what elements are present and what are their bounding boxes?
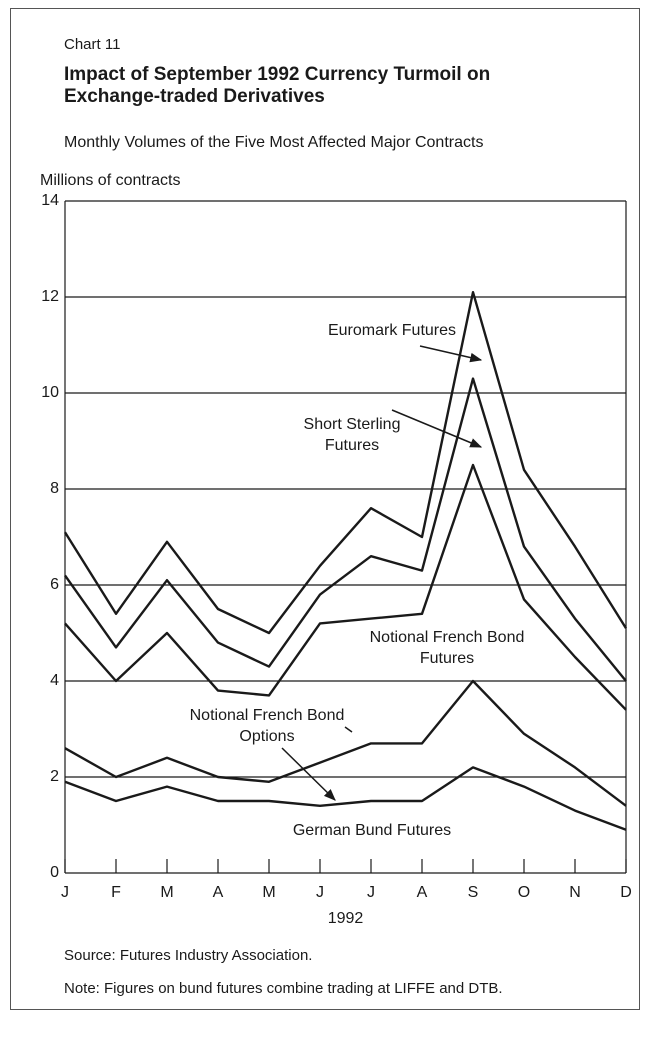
arrow	[344, 726, 353, 733]
series-line	[64, 679, 627, 807]
x-tick-label: N	[569, 884, 581, 901]
series-line	[63, 291, 628, 635]
y-axis-label: Millions of contracts	[40, 172, 181, 189]
y-tick-label: 2	[50, 768, 59, 785]
x-tick-label: M	[160, 884, 173, 901]
y-tick-label: 0	[50, 864, 59, 881]
series-label: Notional French Bond Options	[189, 707, 345, 745]
subtitle: Monthly Volumes of the Five Most Affecte…	[64, 134, 484, 151]
x-tick-label: A	[417, 884, 428, 901]
x-tick-label: S	[468, 884, 479, 901]
x-tick-label: F	[111, 884, 121, 901]
series-label: Euromark Futures	[327, 322, 457, 339]
source: Source: Futures Industry Association.	[64, 947, 313, 964]
x-tick-label: J	[316, 884, 324, 901]
y-tick-label: 10	[41, 384, 59, 401]
x-tick-label: A	[213, 884, 224, 901]
y-tick-label: 6	[50, 576, 59, 593]
note: Note: Figures on bund futures combine tr…	[64, 980, 503, 997]
series-label: German Bund Futures	[292, 822, 452, 839]
x-tick-label: J	[61, 884, 69, 901]
x-axis-label: 1992	[328, 910, 364, 927]
y-tick-label: 8	[50, 480, 59, 497]
chart-title: Impact of September 1992 Currency Turmoi…	[64, 64, 491, 107]
x-tick-label: O	[518, 884, 530, 901]
series-line	[64, 377, 627, 682]
series-label: Short Sterling Futures	[303, 416, 401, 454]
arrow	[391, 409, 483, 448]
frame	[10, 8, 640, 1010]
y-tick-label: 12	[41, 288, 59, 305]
y-tick-label: 4	[50, 672, 59, 689]
x-tick-label: M	[262, 884, 275, 901]
chart-label: Chart 11	[64, 36, 121, 53]
series-line	[64, 766, 627, 831]
x-tick-label: D	[620, 884, 632, 901]
arrows	[281, 345, 483, 801]
x-tick-label: J	[367, 884, 375, 901]
arrow	[419, 345, 483, 363]
series-line	[64, 463, 627, 711]
y-tick-label: 14	[41, 192, 59, 209]
series-label: Notional French Bond Futures	[369, 629, 525, 667]
arrow	[281, 747, 336, 801]
